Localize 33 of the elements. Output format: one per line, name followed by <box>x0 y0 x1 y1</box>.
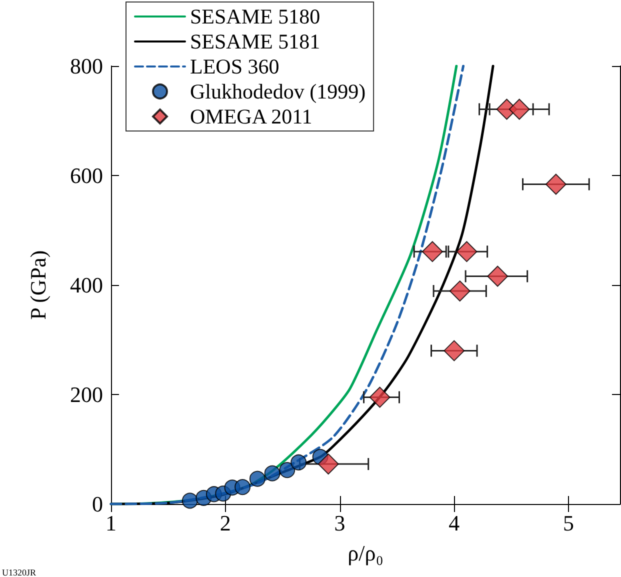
point <box>264 465 280 482</box>
x-tick-label: 2 <box>220 510 231 536</box>
text: U1320JR <box>2 568 36 577</box>
legend-label: LEOS 360 <box>190 54 280 78</box>
y-tick-label: 200 <box>70 382 103 407</box>
point <box>369 386 390 408</box>
legend-label: OMEGA 2011 <box>190 104 312 128</box>
y-tick-label: 600 <box>70 163 103 188</box>
point <box>290 454 307 470</box>
point <box>456 241 478 262</box>
x-axis-title: ρ/ρ₀ <box>348 540 384 566</box>
point <box>318 454 339 475</box>
legend-label: Glukhodedov (1999) <box>190 80 366 104</box>
x-tick-label: 3 <box>334 510 346 536</box>
point <box>487 266 508 287</box>
y-tick-label: 800 <box>70 54 103 78</box>
point <box>449 280 470 302</box>
legend-label: SESAME 5180 <box>190 4 320 28</box>
point <box>182 492 198 509</box>
point <box>234 479 251 496</box>
point <box>508 98 530 120</box>
x-tick-label: 1 <box>106 510 116 536</box>
legend-label: SESAME 5181 <box>190 30 320 54</box>
y-axis-title: P (GPa) <box>26 250 50 320</box>
point <box>444 340 465 362</box>
y-tick-label: 400 <box>70 272 103 298</box>
point <box>422 241 443 262</box>
point <box>545 174 566 195</box>
point <box>249 470 266 487</box>
x-tick-label: 4 <box>448 510 460 536</box>
x-tick-label: 5 <box>563 510 574 536</box>
y-tick-label: 0 <box>92 492 103 516</box>
point <box>279 462 296 478</box>
